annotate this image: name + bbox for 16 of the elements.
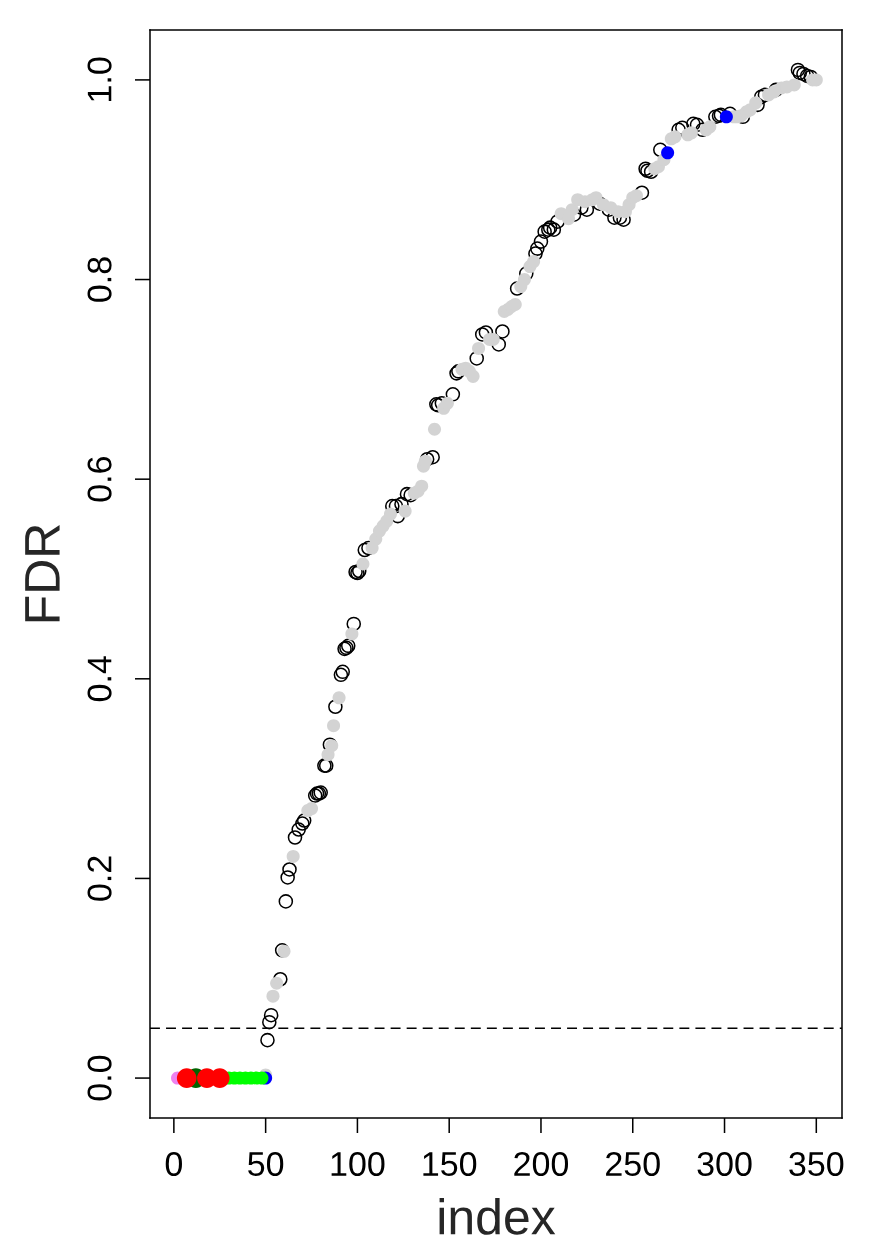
x-axis-title: index bbox=[439, 1198, 556, 1235]
x-tick-label: 0 bbox=[165, 1151, 182, 1177]
y-tick-label: 0.8 bbox=[87, 257, 112, 302]
y-axis-title: FDR bbox=[25, 524, 60, 622]
y-tick-label: 0.4 bbox=[87, 656, 112, 702]
x-tick-label: 50 bbox=[248, 1151, 284, 1177]
x-tick-label: 350 bbox=[789, 1151, 844, 1177]
x-tick-label: 250 bbox=[606, 1151, 660, 1177]
x-tick-label: 150 bbox=[423, 1151, 477, 1177]
y-tick-label: 0.6 bbox=[87, 457, 112, 502]
y-tick-label: 0.2 bbox=[87, 856, 112, 901]
y-tick-label: 1.0 bbox=[87, 57, 112, 101]
x-tick-label: 200 bbox=[514, 1151, 569, 1177]
x-tick-label: 100 bbox=[331, 1151, 385, 1177]
y-tick-label: 0.0 bbox=[87, 1055, 112, 1101]
x-tick-label: 300 bbox=[697, 1151, 752, 1177]
